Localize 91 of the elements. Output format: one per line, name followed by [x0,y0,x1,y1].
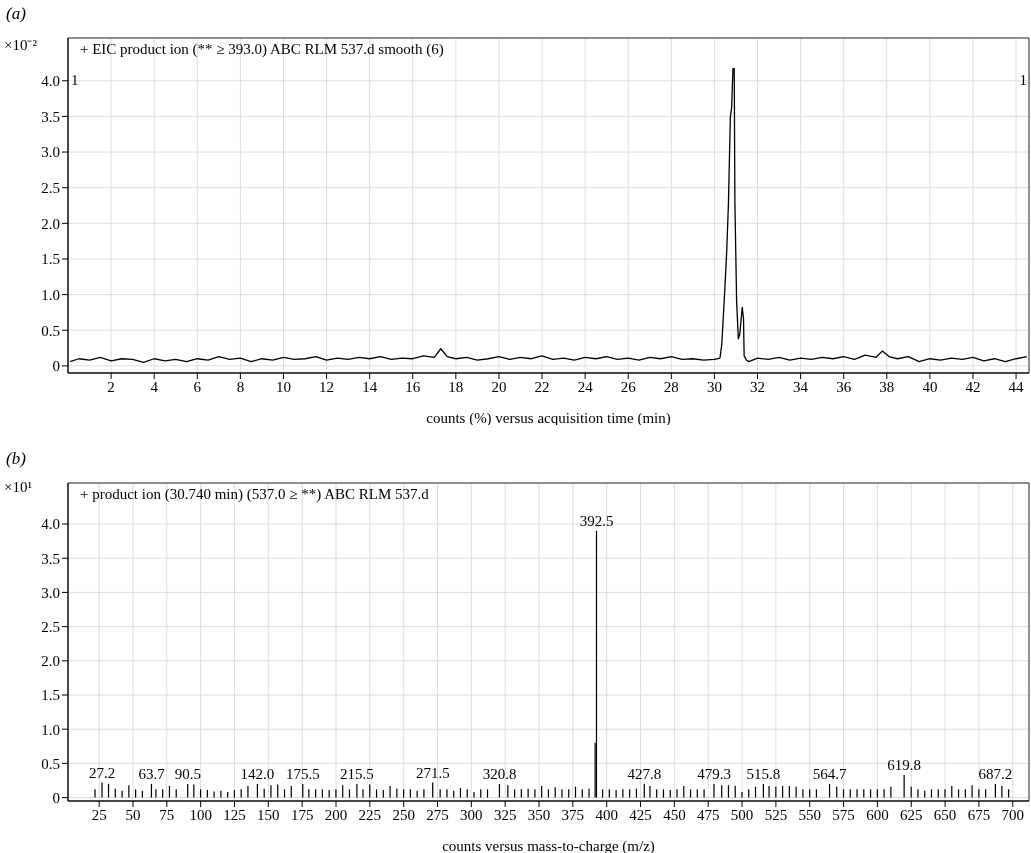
x-tick-label: 450 [663,806,686,823]
annotation: 515.8 [746,765,781,782]
x-tick-label: 2 [107,378,115,395]
x-tick-label: 425 [629,806,652,823]
annotation: 90.5 [174,765,201,782]
y-tick-label: 1.0 [41,721,60,738]
x-tick-label: 125 [223,806,246,823]
y-tick-label: 2.5 [41,180,60,197]
x-tick-label: 24 [577,378,594,395]
annotation: 392.5 [579,512,614,529]
x-tick-label: 25 [91,806,107,823]
y-tick-label: 3.0 [41,144,60,161]
x-tick-label: 225 [358,806,382,823]
annotation: 63.7 [138,765,166,782]
x-tick-label: 525 [764,806,788,823]
x-tick-label: 6 [193,378,202,395]
x-tick-label: 300 [460,806,483,823]
x-tick-label: 175 [290,806,314,823]
x-tick-label: 14 [362,378,378,395]
x-tick-label: 575 [832,806,855,823]
x-tick-label: 12 [319,378,335,395]
x-tick-label: 26 [620,378,637,395]
y-tick-label: 4.0 [41,73,60,90]
x-tick-label: 28 [663,378,679,395]
x-tick-label: 40 [922,378,938,395]
annotation: 564.7 [812,765,847,782]
x-tick-label: 700 [1001,806,1025,823]
annotation: 619.8 [887,757,922,774]
x-tick-label: 650 [933,806,957,823]
annotation: 479.3 [697,765,731,782]
x-tick-label: 20 [491,378,507,395]
x-tick-label: 18 [448,378,464,395]
x-tick-label: 500 [730,806,754,823]
x-tick-label: 625 [899,806,923,823]
y-tick-label: 2.5 [41,618,60,635]
annotation: 271.5 [415,764,450,781]
x-tick-label: 50 [125,806,141,823]
y-tick-label: 1.5 [41,251,60,268]
y-tick-label: 4.0 [41,516,60,533]
x-tick-label: 30 [706,378,722,395]
annotation: 175.5 [285,765,320,782]
annotation: 320.8 [482,765,517,782]
y-tick-label: 2.0 [41,215,60,232]
x-tick-label: 75 [159,806,175,823]
x-tick-label: 325 [493,806,517,823]
x-tick-label: 275 [426,806,449,823]
y-tick-label: 3.0 [41,584,60,601]
x-tick-label: 600 [866,806,889,823]
x-tick-label: 200 [324,806,348,823]
y-tick-label: 1.5 [41,687,60,704]
annotation: 1 [71,72,79,89]
x-tick-label: 375 [561,806,585,823]
chart-title: (a) [6,4,26,24]
x-tick-label: 44 [1008,378,1025,395]
y-tick-label: 3.5 [41,108,60,125]
x-tick-label: 38 [879,378,895,395]
x-tick-label: 475 [696,806,720,823]
y-tick-label: 0.5 [41,322,60,339]
x-tick-label: 250 [392,806,415,823]
x-tick-label: 8 [236,378,245,395]
annotation: 1 [1019,72,1027,89]
x-tick-label: 42 [965,378,981,395]
chart-title: (b) [6,449,26,469]
x-tick-label: 32 [750,378,766,395]
chart-subtitle: + product ion (30.740 min) (537.0 ≥ **) ABC RLM 537.d [80,486,429,503]
chart-subtitle: + EIC product ion (** ≥ 393.0) ABC RLM 537.d smooth (6) [80,41,444,58]
y-tick-label: 3.5 [41,550,60,567]
y-tick-label: 0 [52,358,60,375]
x-tick-label: 150 [257,806,280,823]
annotation: 215.5 [340,765,374,782]
y-axis-title: ×10¹ [4,479,32,496]
y-tick-label: 0.5 [41,755,60,772]
x-tick-label: 22 [534,378,550,395]
x-tick-label: 34 [793,378,809,395]
x-tick-label: 350 [527,806,551,823]
x-tick-label: 4 [150,378,159,395]
x-tick-label: 675 [967,806,991,823]
x-tick-label: 400 [595,806,618,823]
y-tick-label: 2.0 [41,653,60,670]
annotation: 687.2 [978,765,1013,782]
x-tick-label: 36 [836,378,852,395]
annotation: 27.2 [88,764,116,781]
x-tick-label: 550 [798,806,821,823]
x-tick-label: 10 [275,378,291,395]
y-tick-label: 1.0 [41,286,60,303]
y-tick-label: 0 [52,789,60,806]
x-tick-label: 100 [189,806,212,823]
annotation: 427.8 [627,765,662,782]
y-axis-title: ×10⁻² [4,36,37,54]
x-tick-label: 16 [405,378,421,395]
annotation: 142.0 [240,765,275,782]
